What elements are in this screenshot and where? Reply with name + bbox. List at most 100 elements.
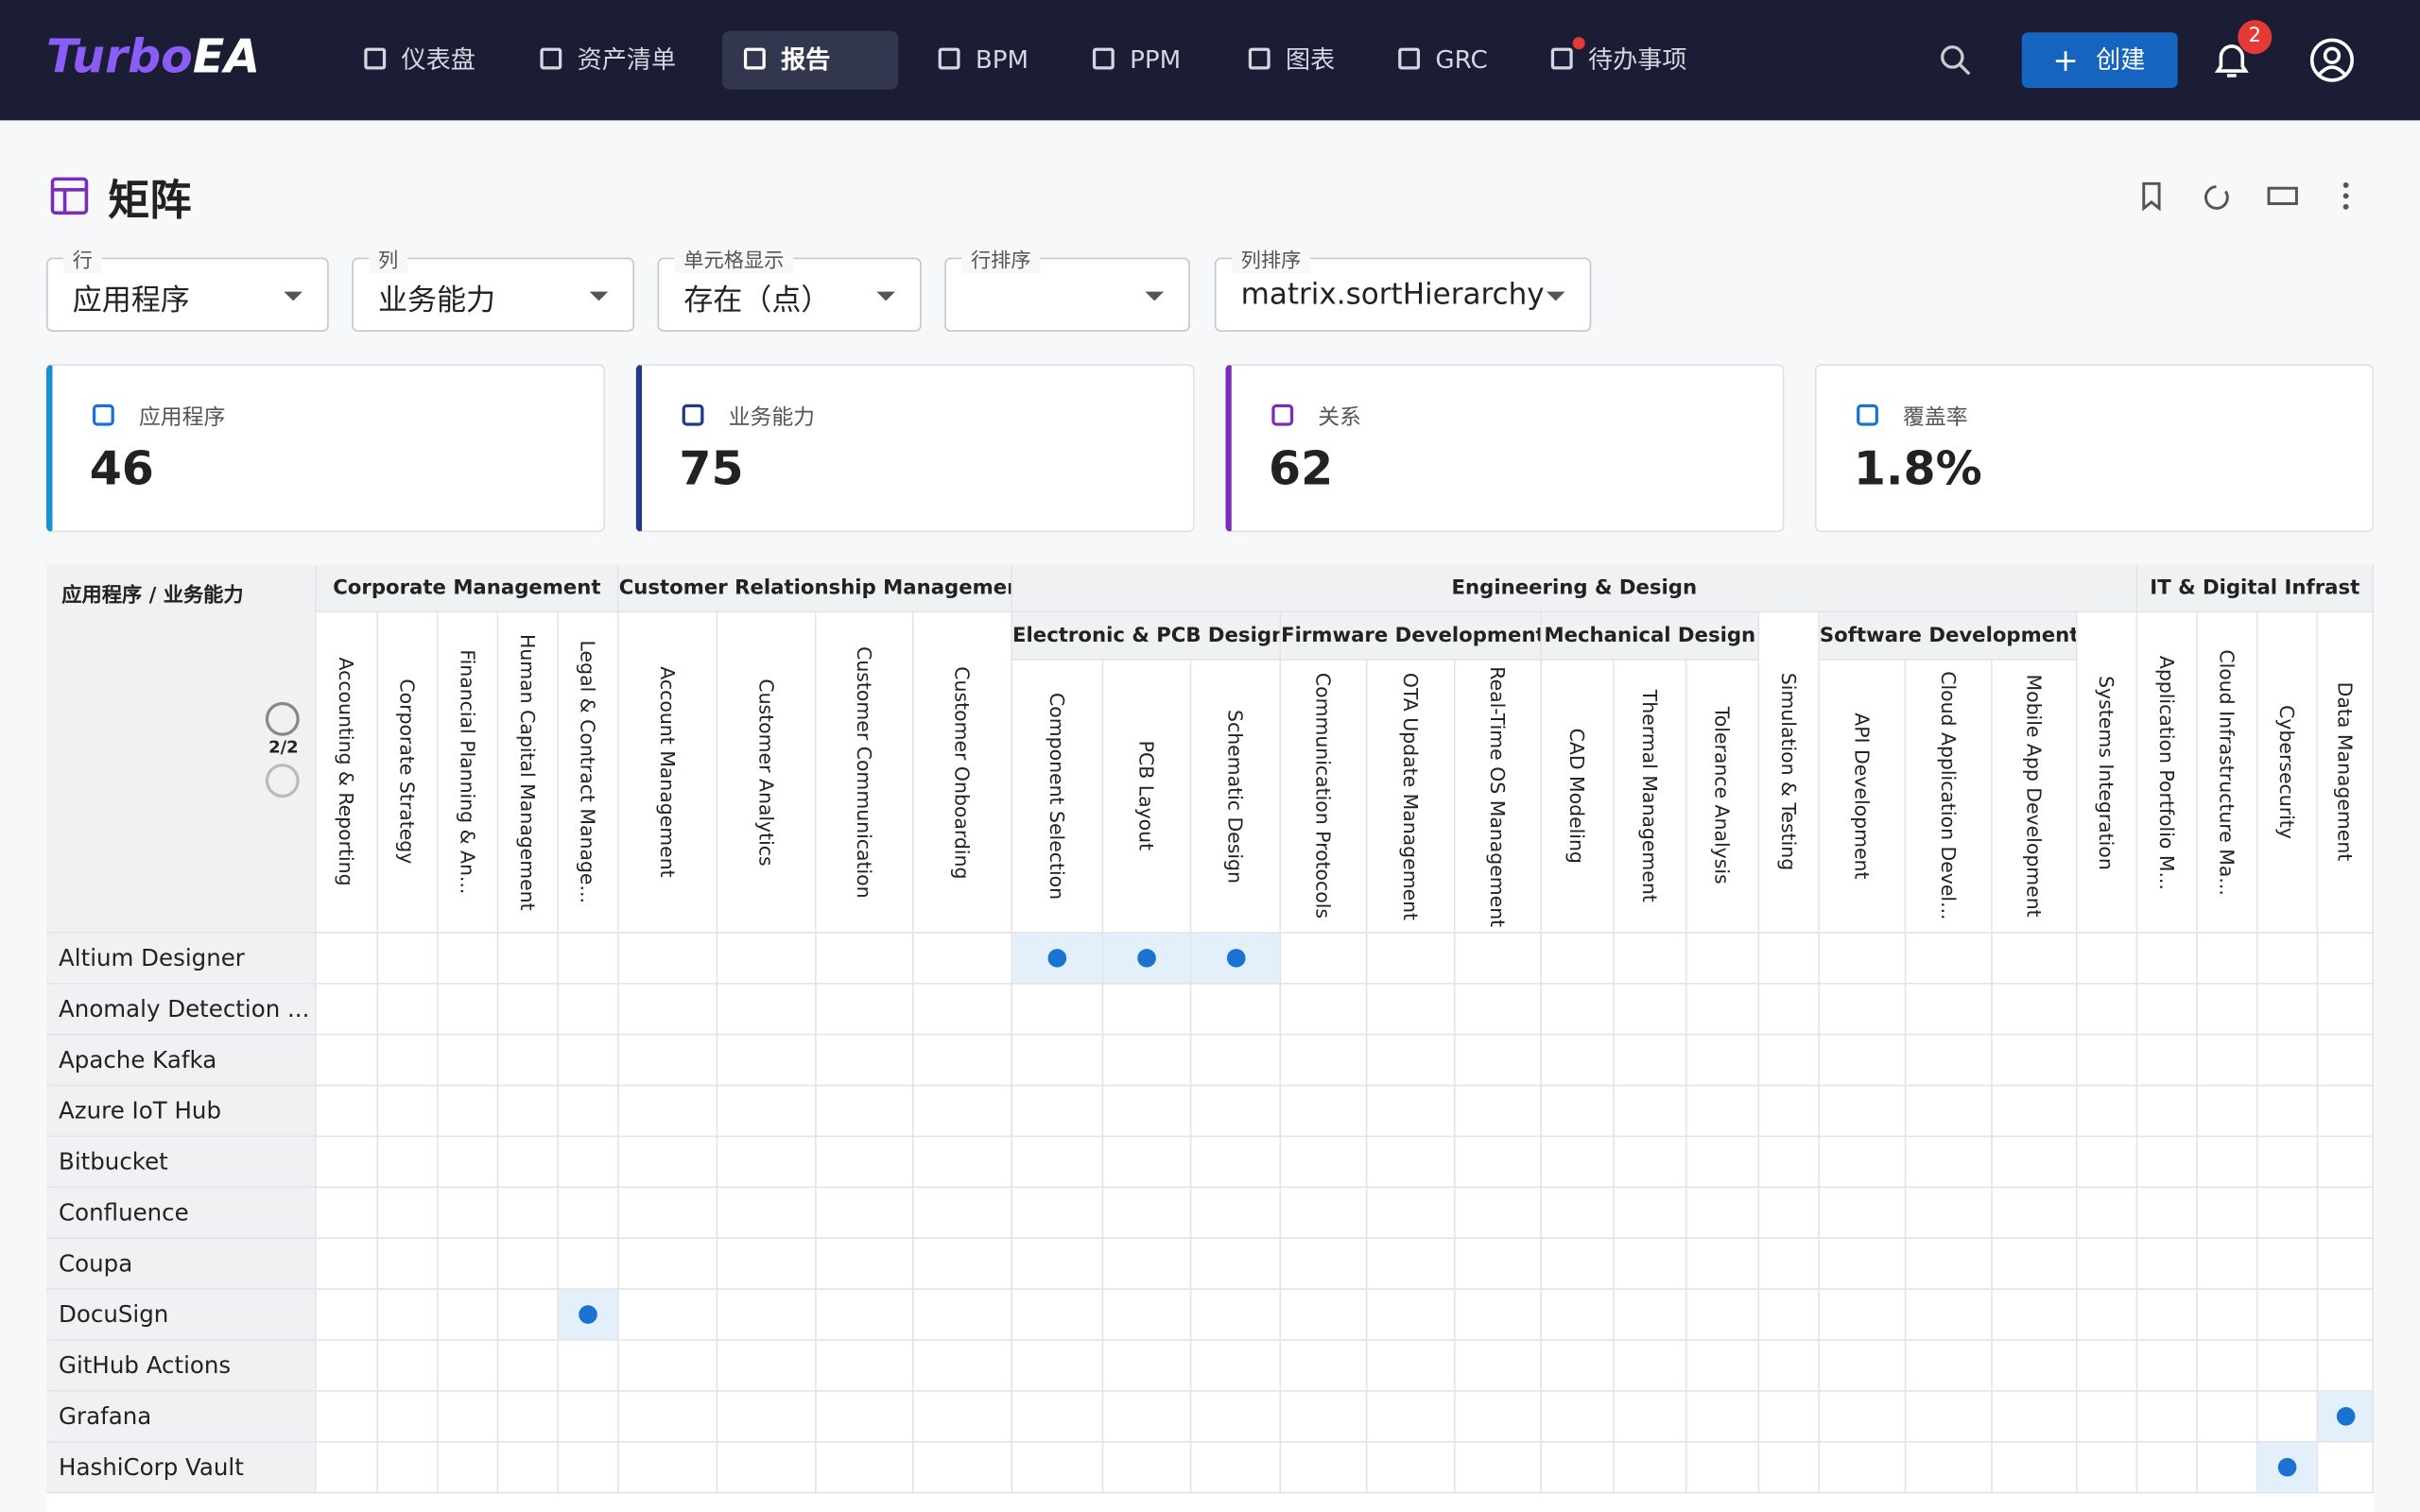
nav-item[interactable]: PPM	[1071, 31, 1200, 90]
matrix-cell	[1614, 1239, 1687, 1290]
print-icon[interactable]	[2267, 186, 2298, 205]
nav-label: GRC	[1435, 44, 1488, 75]
matrix-cell	[717, 1442, 817, 1494]
row-header: Azure IoT Hub	[45, 1086, 317, 1138]
nav-item[interactable]: 待办事项	[1530, 31, 1705, 90]
matrix-cell	[1191, 1086, 1282, 1138]
matrix-cell	[1455, 1289, 1543, 1341]
matrix-cell	[618, 1239, 718, 1290]
matrix-icon	[50, 177, 89, 215]
filter-label: 行排序	[961, 243, 1041, 273]
matrix-cell	[618, 933, 718, 985]
nav-icon	[1248, 47, 1270, 70]
subgroup-header: Software Development	[1819, 612, 2078, 661]
nav-item[interactable]: 仪表盘	[342, 31, 493, 90]
matrix-cell	[1542, 1340, 1615, 1392]
matrix-cell	[1191, 933, 1282, 985]
matrix-cell	[559, 1188, 619, 1240]
matrix-cell	[316, 1340, 378, 1392]
nav-item[interactable]: 资产清单	[519, 31, 695, 90]
matrix-cell	[438, 1137, 499, 1189]
nav-item[interactable]: GRC	[1376, 31, 1506, 90]
matrix-cell	[1281, 1137, 1368, 1189]
dropdown-arrow	[1145, 291, 1165, 301]
matrix-cell	[717, 1035, 817, 1087]
stat-icon	[1857, 404, 1878, 426]
column-header: Account Management	[618, 612, 718, 934]
collapse-button[interactable]	[265, 701, 300, 736]
matrix-cell	[2197, 1137, 2258, 1189]
matrix-cell	[2318, 1289, 2375, 1341]
filter-select[interactable]: 行应用程序	[45, 243, 329, 333]
matrix-cell	[913, 1239, 1013, 1290]
matrix-cell	[816, 1340, 914, 1392]
more-icon	[2342, 203, 2349, 210]
matrix-cell	[1367, 1035, 1456, 1087]
matrix-cell	[2257, 1442, 2319, 1494]
stat-card: 关系 62	[1225, 364, 1785, 533]
matrix-cell	[618, 984, 718, 1036]
matrix-cell	[377, 1391, 439, 1443]
matrix-cell	[498, 1239, 560, 1290]
matrix-cell	[1367, 984, 1456, 1036]
filter-select[interactable]: 列排序 matrix.sortHierarchy	[1214, 243, 1592, 333]
filter-select[interactable]: 单元格显示 存在（点）	[657, 243, 922, 333]
matrix-cell	[377, 1340, 439, 1392]
row-header: Bitbucket	[45, 1137, 317, 1189]
nav-item[interactable]: 报告	[722, 30, 899, 90]
bell-icon[interactable]	[2212, 40, 2252, 83]
create-button[interactable]: + 创建	[2021, 32, 2178, 89]
matrix: Accounting & Reporting Corporate Strategy…	[45, 564, 2375, 1512]
matrix-cell	[1367, 1340, 1456, 1392]
nav-icon	[938, 47, 960, 70]
matrix-cell	[498, 1086, 560, 1138]
nav-item[interactable]: BPM	[917, 31, 1047, 90]
matrix-cell	[1686, 984, 1760, 1036]
corner-header: 应用程序 / 业务能力 2/2	[45, 564, 317, 934]
matrix-cell	[1906, 1391, 1993, 1443]
expand-button[interactable]	[265, 764, 300, 799]
matrix-cell	[1992, 1289, 2078, 1341]
bookmark-icon[interactable]	[2142, 181, 2161, 212]
matrix-cell	[1759, 1442, 1820, 1494]
more-icon[interactable]	[2342, 181, 2349, 188]
logo-text: Turbo	[45, 30, 193, 85]
stat-value: 46	[89, 442, 154, 497]
matrix-cell	[1367, 1391, 1456, 1443]
matrix-cell	[1103, 1442, 1192, 1494]
reset-icon[interactable]	[2204, 185, 2229, 210]
matrix-cell	[2318, 1391, 2375, 1443]
filter-select[interactable]: 列业务能力	[352, 243, 635, 333]
dropdown-arrow	[1546, 291, 1565, 301]
matrix-cell	[717, 1086, 817, 1138]
matrix-cell	[377, 1137, 439, 1189]
matrix-cell	[2197, 984, 2258, 1036]
matrix-cell	[1686, 1239, 1760, 1290]
matrix-cell	[1759, 1340, 1820, 1392]
matrix-cell	[498, 1188, 560, 1240]
column-header: Tolerance Analysis	[1686, 660, 1760, 934]
matrix-cell	[2137, 1239, 2198, 1290]
column-header: Data Management	[2318, 612, 2375, 934]
logo[interactable]: TurboEA	[46, 31, 260, 85]
matrix-cell	[498, 1035, 560, 1087]
nav-item[interactable]: 图表	[1227, 31, 1354, 90]
matrix-cell	[1542, 933, 1615, 985]
matrix-cell	[1542, 1391, 1615, 1443]
search-icon[interactable]	[1939, 43, 1973, 77]
matrix-cell	[1614, 1289, 1687, 1341]
matrix-cell	[618, 1137, 718, 1189]
stat-icon	[682, 404, 704, 426]
matrix-cell	[1281, 1391, 1368, 1443]
nav-label: 资产清单	[577, 44, 677, 75]
column-header: Component Selection	[1012, 660, 1104, 934]
matrix-cell	[1759, 1137, 1820, 1189]
link-dot	[1047, 949, 1067, 968]
matrix-cell	[1992, 1340, 2078, 1392]
filter-select[interactable]: 行排序	[944, 243, 1190, 333]
profile-icon[interactable]	[2308, 37, 2355, 83]
matrix-cell	[2137, 1035, 2198, 1087]
matrix-cell	[2137, 1188, 2198, 1240]
matrix-cell	[1819, 1340, 1907, 1392]
